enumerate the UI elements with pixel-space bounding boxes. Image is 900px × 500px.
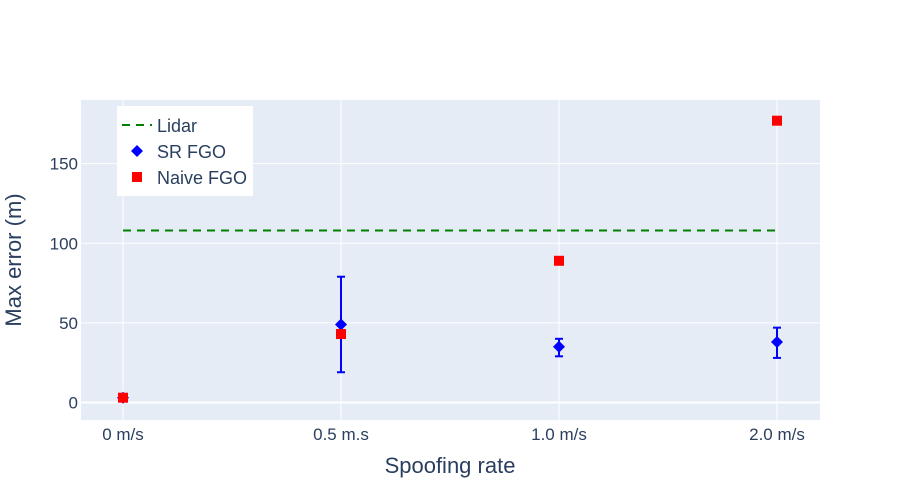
legend-naive-fgo-swatch: [132, 172, 142, 182]
x-tick-label: 0.5 m.s: [313, 425, 369, 444]
naive-fgo-series: [118, 115, 782, 403]
naive-fgo-point: [118, 392, 128, 403]
sr-fgo-point: [335, 318, 347, 331]
y-tick-label: 0: [69, 393, 78, 412]
y-axis-title: Max error (m): [1, 193, 26, 326]
y-tick-label: 50: [59, 314, 78, 333]
x-tick-labels: 0 m/s 0.5 m.s 1.0 m/s 2.0 m/s: [102, 425, 805, 444]
y-tick-label: 100: [50, 234, 78, 253]
y-tick-labels: 0 50 100 150: [50, 155, 78, 413]
legend: Lidar SR FGO Naive FGO: [117, 106, 253, 196]
naive-fgo-point: [554, 255, 564, 266]
legend-sr-fgo-swatch: [131, 145, 143, 157]
y-tick-label: 150: [50, 155, 78, 174]
x-tick-label: 1.0 m/s: [531, 425, 587, 444]
naive-fgo-point: [336, 329, 346, 340]
x-tick-label: 0 m/s: [102, 425, 144, 444]
sr-fgo-point: [771, 335, 783, 348]
x-axis-title: Spoofing rate: [385, 453, 516, 478]
naive-fgo-point: [772, 115, 782, 126]
x-tick-label: 2.0 m/s: [749, 425, 805, 444]
legend-lidar-label: Lidar: [157, 116, 197, 136]
legend-naive-fgo-label: Naive FGO: [157, 168, 247, 188]
legend-sr-fgo-label: SR FGO: [157, 142, 226, 162]
sr-fgo-point: [553, 340, 565, 353]
